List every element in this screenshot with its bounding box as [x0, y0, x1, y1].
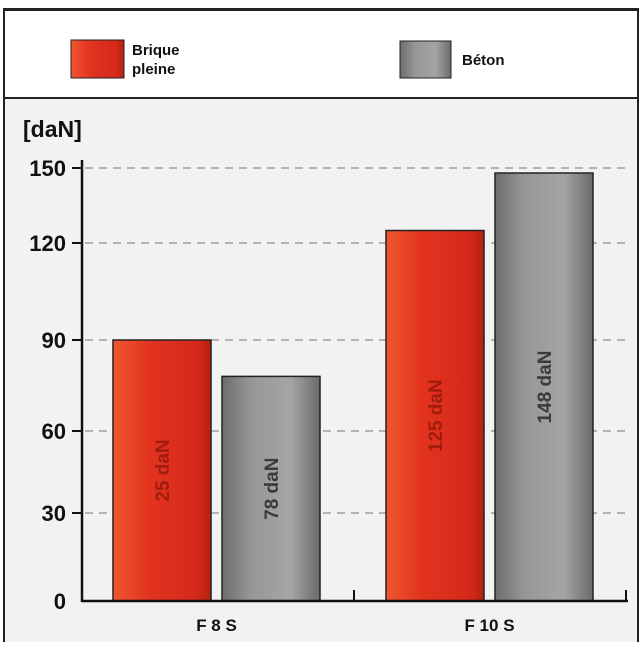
category-label: F 10 S [464, 616, 514, 635]
y-tick-label: 60 [42, 419, 66, 444]
bar [112, 339, 212, 602]
category-labels: F 8 S F 10 S [196, 616, 514, 635]
y-tick-label: 30 [42, 501, 66, 526]
legend-label-beton: Béton [462, 52, 505, 69]
axes [72, 160, 628, 603]
bar-data-label: 78 daN [262, 458, 283, 520]
legend-label-brique: Brique pleine [132, 42, 184, 78]
bar-data-label: 25 daN [153, 439, 174, 501]
category-label: F 8 S [196, 616, 237, 635]
bar [385, 229, 485, 602]
legend-swatch-brique [70, 39, 125, 79]
bar-data-label: 148 daN [535, 351, 556, 424]
bar [494, 172, 594, 602]
bar-data-label: 125 daN [426, 379, 447, 452]
y-tick-label: 150 [29, 156, 66, 181]
legend-swatch-beton [399, 40, 452, 79]
y-tick-label: 0 [54, 589, 66, 614]
y-tick-label: 120 [29, 231, 66, 256]
bars: 25 daN 78 daN 125 daN 148 daN [112, 172, 594, 602]
y-axis-label: [daN] [23, 116, 82, 142]
bar [221, 375, 321, 602]
y-tick-label: 90 [42, 328, 66, 353]
y-tick-labels: 0 30 60 90 120 150 [29, 156, 66, 614]
